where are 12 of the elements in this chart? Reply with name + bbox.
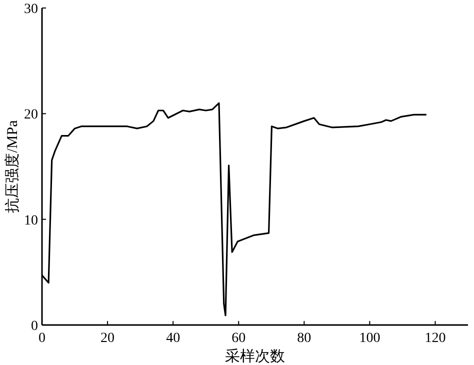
x-tick-label: 40 [166,331,180,346]
x-tick-label: 100 [359,331,380,346]
y-tick-label: 20 [24,108,38,123]
x-tick-label: 80 [297,331,312,346]
y-tick-label: 30 [24,2,38,17]
y-tick-label: 0 [31,319,38,334]
x-axis-title: 采样次数 [225,348,285,365]
x-tick-label: 20 [100,331,115,346]
x-tick-label: 60 [232,331,246,346]
x-tick-label: 120 [424,331,446,346]
y-axis-title: 抗压强度/MPa [4,120,21,213]
y-tick-label: 10 [24,213,38,228]
